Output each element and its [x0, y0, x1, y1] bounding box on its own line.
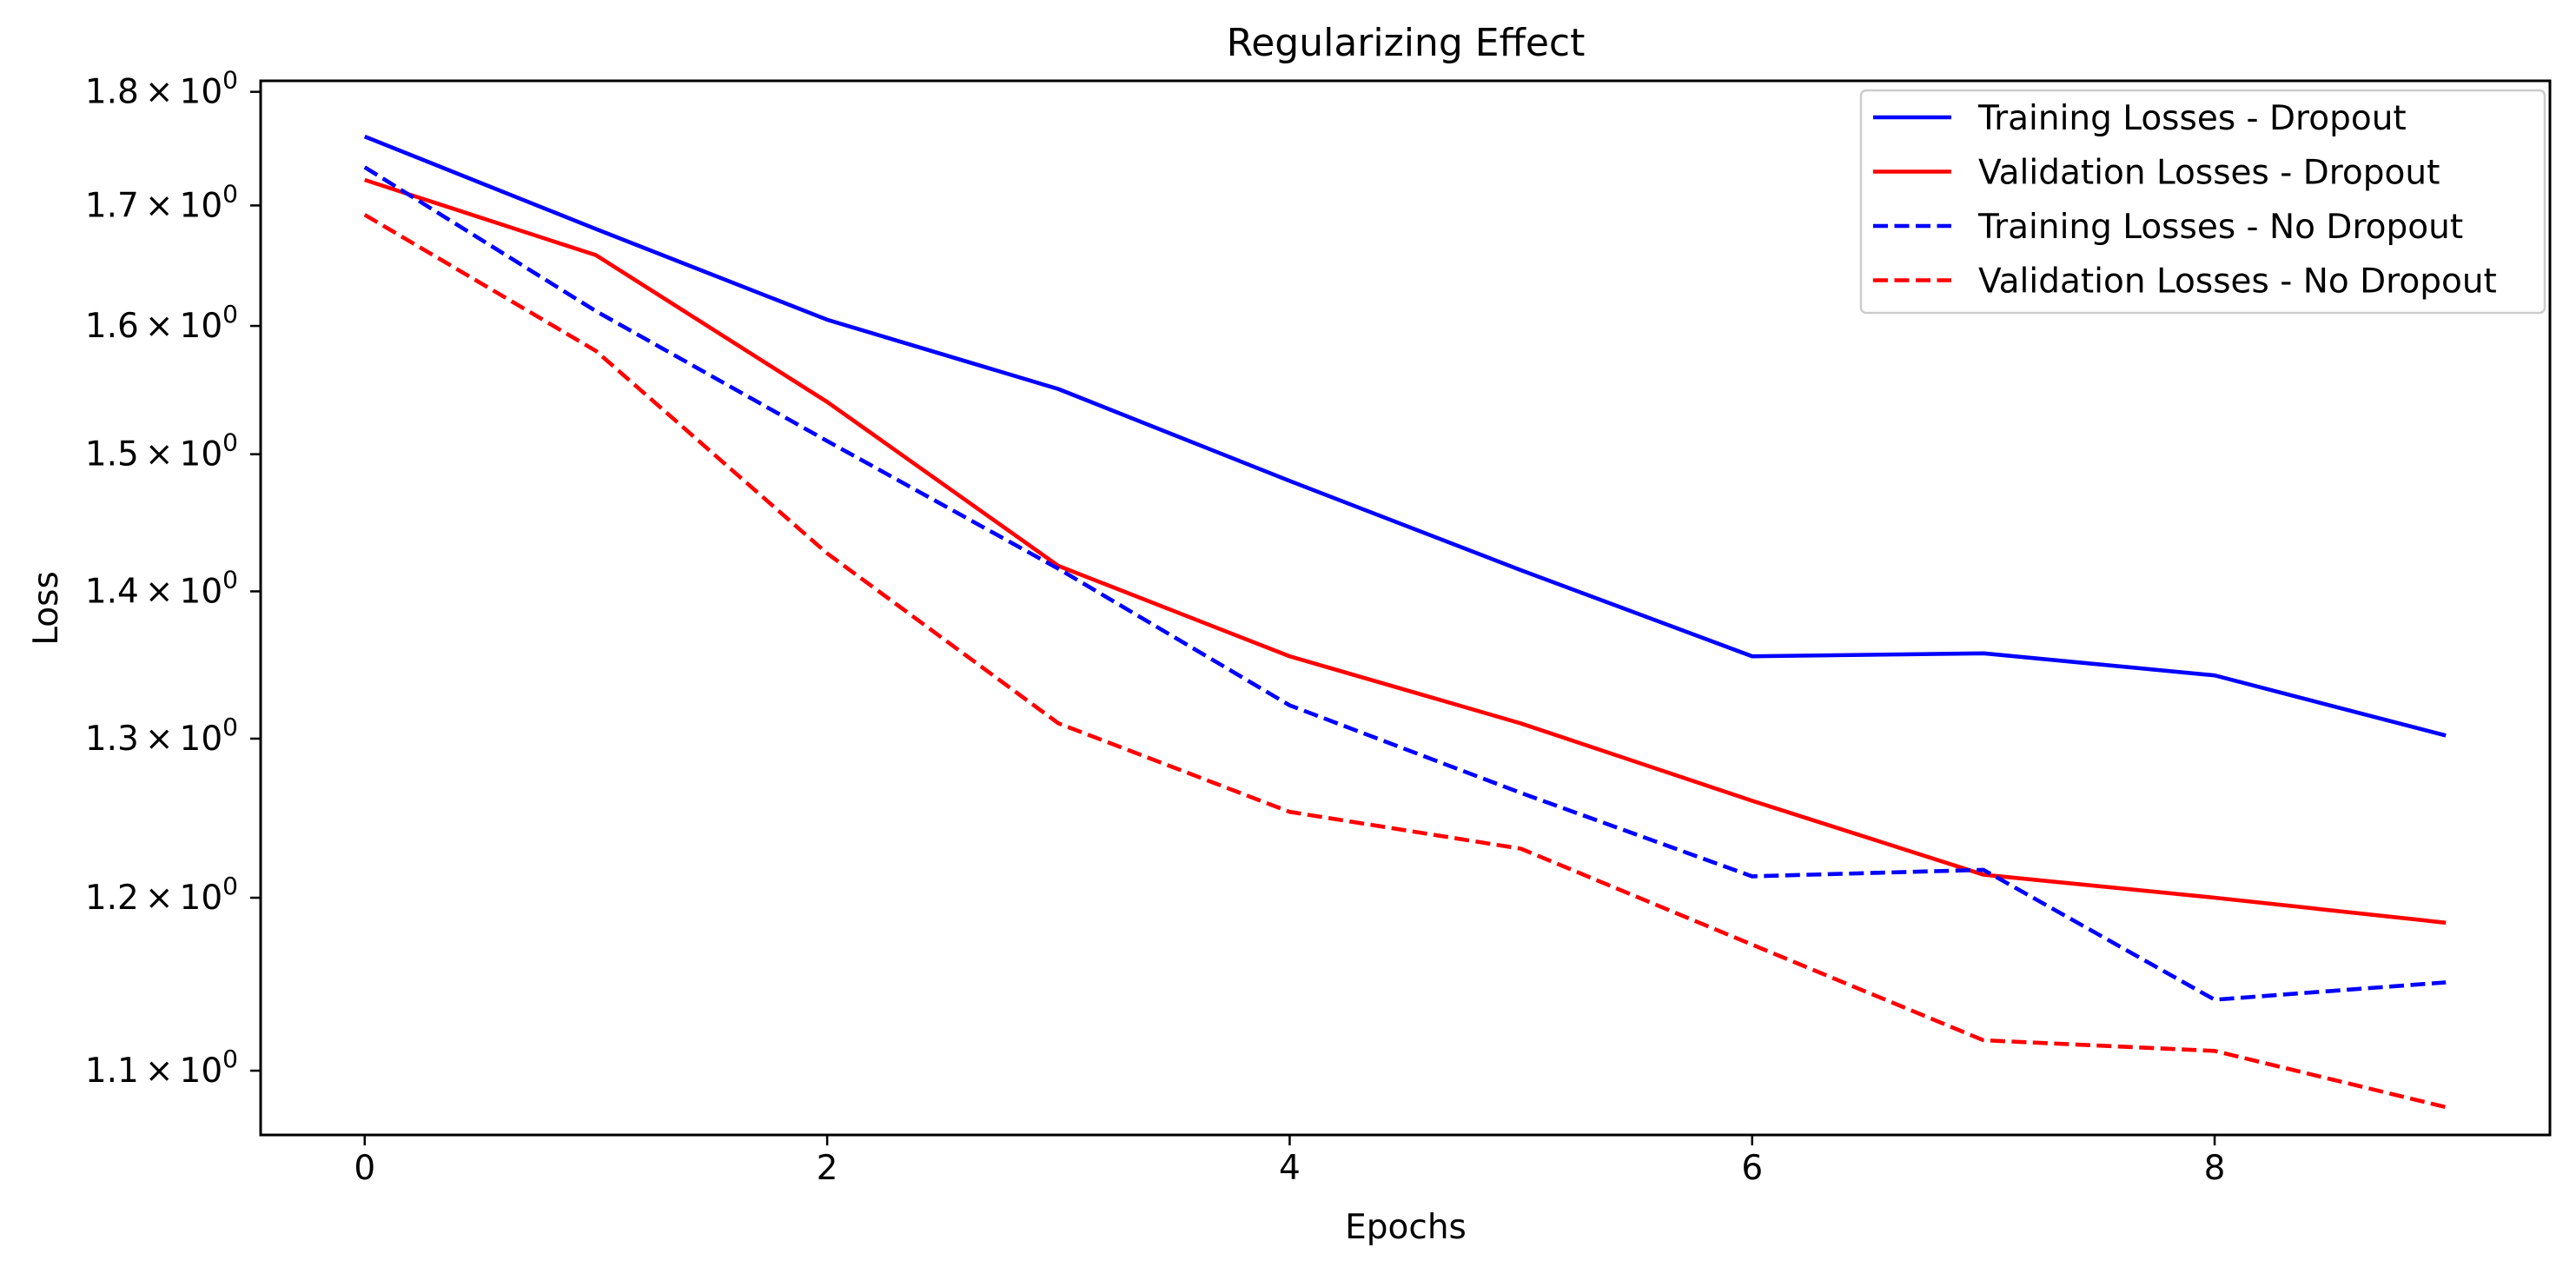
y-axis: 1.1 × 100 1.2 × 100 1.3 × 100 1.4 × 100 1.5 × 100 1.6 × 1…	[85, 66, 261, 1091]
x-axis-label: Epochs	[1345, 1208, 1467, 1247]
x-tick-label: 2	[817, 1149, 838, 1188]
legend-entries: Training Losses - Dropout Validation Loss…	[1873, 99, 2497, 302]
legend: Training Losses - Dropout Validation Loss…	[1859, 89, 2546, 315]
y-tick-label: 1.4 × 100	[85, 565, 238, 611]
x-axis: 0 2 4 6 8	[354, 1135, 2225, 1188]
y-tick-label: 1.7 × 100	[85, 179, 238, 225]
plot-area-frame	[259, 79, 2552, 1137]
x-tick-label: 4	[1279, 1149, 1301, 1188]
plot-lines	[363, 134, 2447, 1110]
y-tick-label: 1.5 × 100	[85, 428, 238, 474]
x-tick-label: 0	[354, 1149, 375, 1188]
chart-title: Regularizing Effect	[1227, 21, 1586, 65]
legend-label-3: Training Losses - No Dropout	[1977, 208, 2463, 247]
x-tick-label: 8	[2204, 1149, 2226, 1188]
x-tick-label: 6	[1741, 1149, 1763, 1188]
series-line-3	[363, 165, 2447, 1002]
legend-label-2: Validation Losses - Dropout	[1978, 154, 2440, 193]
legend-label-1: Training Losses - Dropout	[1977, 99, 2407, 138]
series-line-4	[363, 213, 2447, 1110]
legend-label-4: Validation Losses - No Dropout	[1978, 262, 2497, 302]
series-line-1	[363, 134, 2447, 738]
y-tick-label: 1.1 × 100	[85, 1045, 238, 1091]
y-tick-label: 1.3 × 100	[85, 713, 238, 759]
y-tick-label: 1.8 × 100	[85, 66, 238, 112]
y-axis-label: Loss	[27, 571, 66, 646]
y-tick-label: 1.6 × 100	[85, 300, 238, 346]
legend-box	[1859, 89, 2546, 315]
series-line-2	[364, 177, 2447, 926]
y-tick-label: 1.2 × 100	[85, 872, 238, 918]
